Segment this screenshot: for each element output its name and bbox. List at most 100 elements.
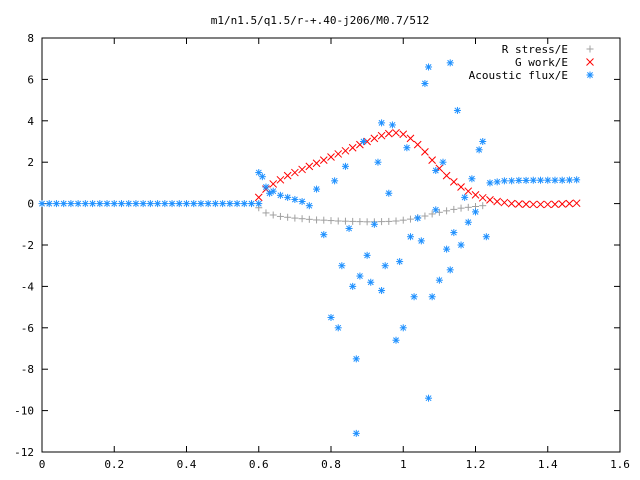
data-point [226,200,234,208]
data-point [446,266,454,274]
data-point [403,144,411,152]
series-2 [38,59,581,437]
data-point [432,206,440,214]
data-point [435,276,443,284]
y-tick-label: -4 [21,280,35,293]
data-point [341,217,349,225]
data-point [377,131,386,140]
data-point [443,207,451,215]
data-point [381,262,389,270]
series-0 [255,202,487,226]
legend-marker [586,45,594,53]
data-point [319,156,328,164]
data-point [428,210,436,218]
data-point [515,176,523,184]
data-point [551,176,559,184]
data-point [461,193,469,201]
data-point [425,63,433,71]
legend-label: R stress/E [502,43,568,56]
data-point [89,200,97,208]
data-point [558,200,567,208]
data-point [457,204,465,212]
y-tick-label: -10 [14,405,34,418]
data-point [305,162,314,171]
data-point [370,134,379,143]
data-point [378,218,386,226]
legend-marker [586,71,594,79]
data-point [356,218,364,226]
x-tick-label: 1 [400,458,407,471]
data-point [269,187,277,195]
data-point [269,180,278,188]
data-point [464,203,472,211]
data-point [96,200,104,208]
data-point [468,175,476,183]
data-point [291,214,299,222]
data-point [500,177,508,185]
data-point [348,143,357,152]
chart-title: m1/n1.5/q1.5/r-+.40-j206/M0.7/512 [211,14,430,27]
plot-area [38,59,581,437]
data-point [363,137,371,146]
data-point [421,147,429,156]
data-point [327,153,335,161]
data-point [493,197,502,206]
data-point [276,175,285,184]
data-point [413,140,422,149]
data-point [154,200,162,208]
data-point [291,195,299,203]
data-point [305,202,313,210]
data-point [572,199,581,208]
data-point [378,287,386,295]
data-point [385,217,393,225]
data-point [204,200,212,208]
x-tick-label: 1.6 [610,458,630,471]
data-point [298,165,306,174]
data-point [457,241,465,249]
data-point [500,198,509,207]
data-point [161,200,169,208]
data-point [363,251,371,259]
data-point [320,216,328,224]
data-point [254,193,263,202]
x-tick-label: 0.4 [177,458,197,471]
data-point [384,129,393,138]
data-point [240,200,248,208]
data-point [175,200,183,208]
y-tick-label: -8 [21,363,34,376]
data-point [146,200,154,208]
data-point [312,159,321,168]
data-point [378,119,386,127]
data-point [255,169,263,177]
data-point [573,176,581,184]
data-point [284,193,292,201]
data-point [406,215,414,223]
data-point [392,336,400,344]
data-point [219,200,227,208]
data-point [320,231,328,239]
data-point [453,106,461,114]
data-point [529,200,538,209]
data-point [396,258,404,266]
y-tick-label: 0 [27,198,34,211]
data-point [52,200,60,208]
data-point [262,209,270,217]
data-point [399,216,407,224]
legend-label: G work/E [515,56,568,69]
data-point [360,138,368,145]
data-point [392,128,400,137]
data-point [352,355,360,363]
data-point [367,278,375,286]
y-tick-label: -12 [14,446,34,459]
data-point [536,200,545,209]
data-point [514,200,523,208]
y-tick-label: 8 [27,32,34,45]
data-point [139,200,147,208]
data-point [352,429,360,437]
legend-marker [586,58,594,66]
data-point [414,214,422,222]
y-tick-label: -6 [21,322,34,335]
data-point [211,200,219,208]
data-point [258,173,266,181]
